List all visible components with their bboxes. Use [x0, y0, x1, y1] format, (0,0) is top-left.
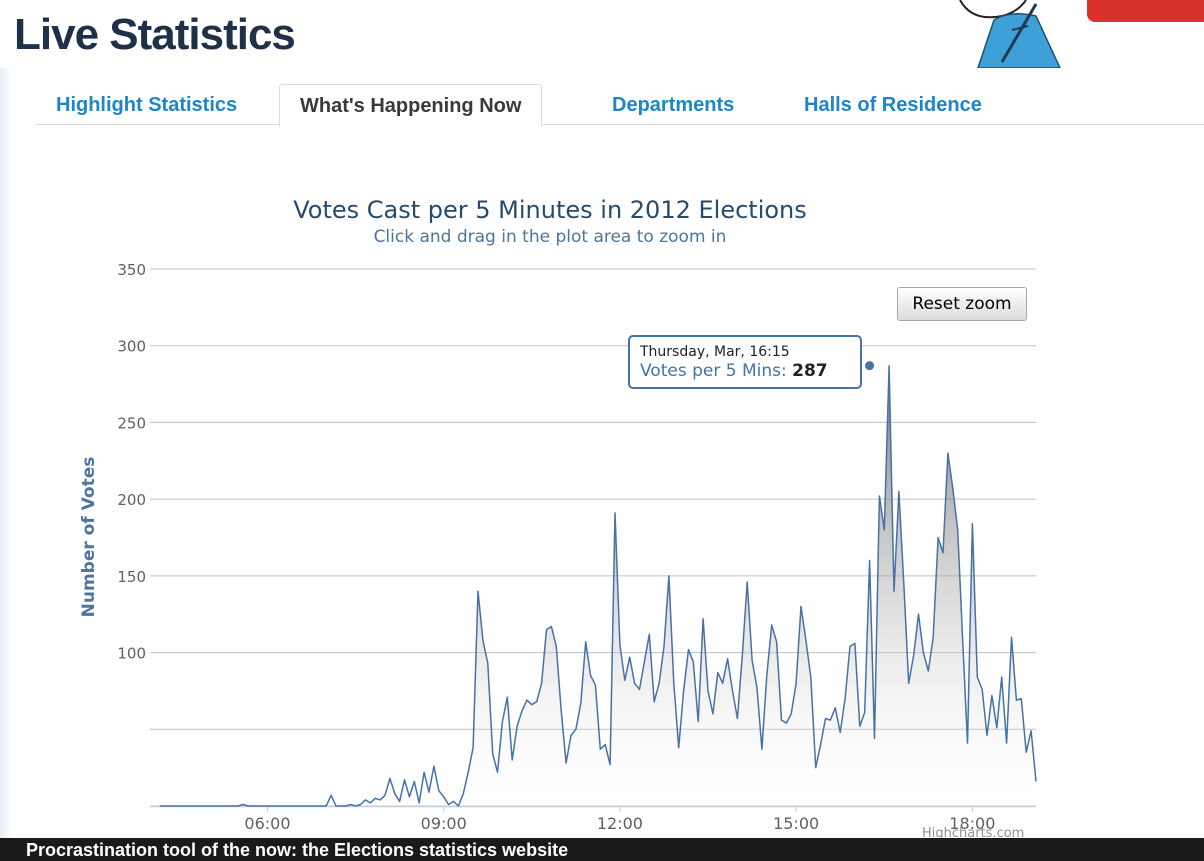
y-tick-label: 150: [117, 568, 146, 586]
tab-highlight-statistics[interactable]: Highlight Statistics: [56, 94, 238, 116]
tab-whats-happening-now[interactable]: What's Happening Now: [279, 84, 543, 127]
y-axis-label: Number of Votes: [79, 457, 99, 618]
tooltip-value: 287: [792, 361, 828, 381]
y-tick-label: 350: [117, 261, 146, 279]
tooltip-series-label: Votes per 5 Mins:: [640, 361, 787, 381]
series-line: [159, 364, 1037, 807]
reset-zoom-button[interactable]: Reset zoom: [897, 287, 1027, 321]
tooltip-date: Thursday, Mar, 16:15: [640, 344, 790, 360]
highlight-point[interactable]: [864, 360, 876, 372]
mascot-illustration: [959, 0, 1061, 68]
highcharts-credits[interactable]: Highcharts.com: [922, 826, 1025, 841]
votes-chart[interactable]: Votes Cast per 5 Minutes in 2012 Electio…: [0, 0, 1204, 838]
corner-tab[interactable]: [1087, 0, 1204, 22]
image-caption: Procrastination tool of the now: the Ele…: [26, 840, 569, 860]
chart-tooltip: Thursday, Mar, 16:15 Votes per 5 Mins: 2…: [628, 335, 862, 389]
x-tick-label: 18:00: [949, 814, 995, 833]
tab-halls-of-residence[interactable]: Halls of Residence: [804, 94, 982, 116]
page-title: Live Statistics: [14, 10, 296, 59]
x-tick-label: 06:00: [244, 814, 290, 833]
y-tick-label: 250: [117, 414, 146, 432]
x-tick-label: 09:00: [421, 814, 467, 833]
chart-subtitle: Click and drag in the plot area to zoom …: [374, 227, 727, 247]
x-tick-label: 15:00: [773, 814, 819, 833]
page-edge-shadow: [0, 68, 12, 838]
y-tick-label: 300: [117, 338, 146, 356]
chart-title: Votes Cast per 5 Minutes in 2012 Electio…: [293, 196, 807, 224]
tab-departments[interactable]: Departments: [612, 94, 735, 116]
x-tick-label: 12:00: [597, 814, 643, 833]
y-tick-label: 200: [117, 491, 146, 509]
tab-strip-divider: [36, 124, 1204, 125]
tooltip-value-row: Votes per 5 Mins: 287: [640, 361, 850, 382]
y-tick-label: 100: [117, 645, 146, 663]
caption-bar: Procrastination tool of the now: the Ele…: [0, 838, 1204, 861]
